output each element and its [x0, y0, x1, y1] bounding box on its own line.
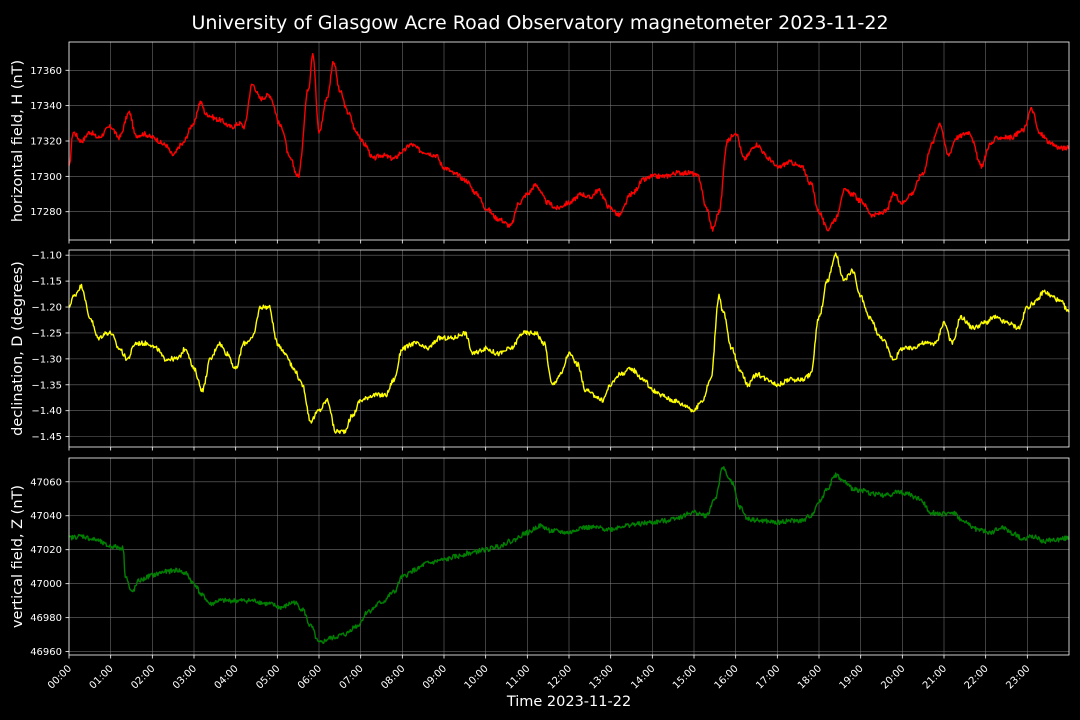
y-tick-label-horizontal-1: 17300	[30, 172, 62, 183]
y-axis-label-declination: declination, D (degrees)	[10, 261, 26, 436]
chart-title: University of Glasgow Acre Road Observat…	[191, 12, 888, 34]
y-axis-label-horizontal: horizontal field, H (nT)	[10, 60, 26, 222]
panels-group: 17280 17300 17320 17340 17360 horizontal fiel…	[10, 41, 1070, 659]
panel-vertical: 46960 46980 47000 47020 47040 47060 vertical f…	[10, 457, 1070, 659]
y-tick-label-horizontal-3: 17340	[30, 101, 62, 112]
y-tick-label-declination-0: −1.45	[31, 432, 62, 443]
x-axis-label: Time 2023-11-22	[506, 694, 631, 710]
y-axis-label-vertical: vertical field, Z (nT)	[10, 485, 26, 628]
y-tick-label-declination-7: −1.10	[31, 251, 62, 262]
y-tick-label-horizontal-2: 17320	[30, 137, 62, 148]
y-tick-label-vertical-5: 47060	[30, 477, 62, 488]
axes-frame-horizontal	[68, 41, 1070, 241]
axes-frame-vertical	[68, 457, 1070, 656]
y-tick-label-vertical-3: 47020	[30, 545, 62, 556]
series-line-declination	[68, 252, 1070, 435]
y-tick-label-declination-5: −1.20	[31, 303, 62, 314]
y-tick-label-horizontal-0: 17280	[30, 207, 62, 218]
y-tick-label-vertical-2: 47000	[30, 579, 62, 590]
y-tick-label-declination-3: −1.30	[31, 354, 62, 365]
y-tick-label-vertical-4: 47040	[30, 511, 62, 522]
panel-declination: −1.45 −1.40 −1.35 −1.30 −1.25 −1.20 −1.15 −1.10…	[10, 249, 1070, 451]
y-tick-label-declination-6: −1.15	[31, 277, 62, 288]
panel-horizontal: 17280 17300 17320 17340 17360 horizontal fiel…	[10, 41, 1070, 244]
y-tick-label-horizontal-4: 17360	[30, 66, 62, 77]
y-tick-label-declination-1: −1.40	[31, 406, 62, 417]
y-tick-label-declination-2: −1.35	[31, 380, 62, 391]
series-line-vertical	[68, 466, 1070, 645]
y-tick-label-vertical-1: 46980	[30, 613, 62, 624]
axes-frame-declination	[68, 249, 1070, 448]
y-tick-label-declination-4: −1.25	[31, 328, 62, 339]
y-tick-label-vertical-0: 46960	[30, 647, 62, 658]
series-line-horizontal	[68, 52, 1070, 232]
